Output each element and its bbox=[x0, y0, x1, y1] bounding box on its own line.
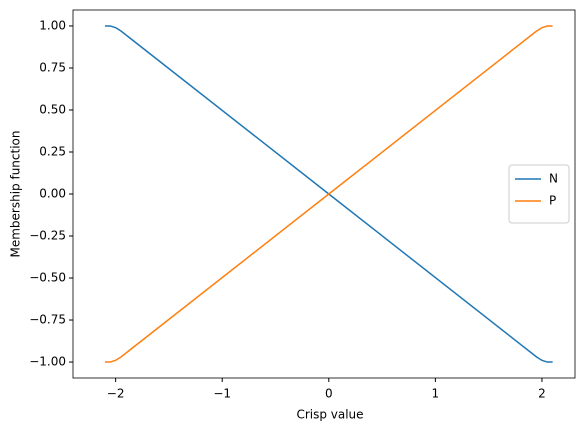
y-tick-label: 0.25 bbox=[39, 144, 66, 158]
legend: NP bbox=[508, 164, 570, 224]
x-tick-label: 1 bbox=[432, 387, 440, 401]
legend-label: P bbox=[549, 194, 556, 208]
line bbox=[104, 25, 553, 363]
y-tick-label: −1.00 bbox=[29, 355, 66, 369]
x-tick-label: 2 bbox=[538, 387, 546, 401]
x-axis-label: Crisp value bbox=[296, 408, 363, 422]
y-tick-label: −0.50 bbox=[29, 271, 66, 285]
y-tick-label: 0.00 bbox=[39, 187, 66, 201]
x-tick-label: 0 bbox=[325, 387, 333, 401]
legend-box bbox=[508, 164, 570, 224]
y-axis-label: Membership function bbox=[9, 130, 23, 257]
y-tick-label: 1.00 bbox=[39, 18, 66, 32]
y-tick-label: 0.50 bbox=[39, 102, 66, 116]
x-tick-label: −2 bbox=[107, 387, 125, 401]
x-tick-label: −1 bbox=[213, 387, 231, 401]
y-tick-label: 0.75 bbox=[39, 60, 66, 74]
y-tick-label: −0.25 bbox=[29, 229, 66, 243]
legend-label: N bbox=[549, 172, 558, 186]
plot-frame bbox=[72, 9, 576, 379]
y-tick-label: −0.75 bbox=[29, 313, 66, 327]
